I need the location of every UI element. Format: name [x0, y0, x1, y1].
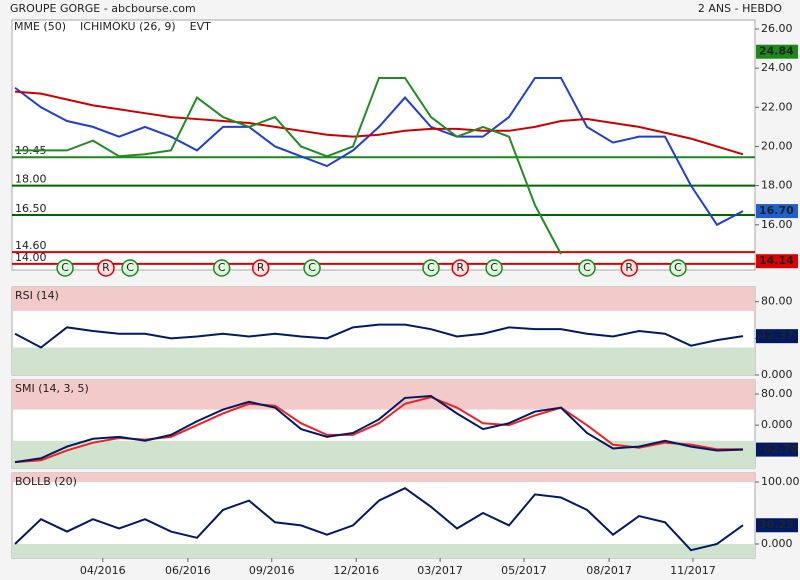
- event-label: R: [102, 261, 110, 274]
- event-label: C: [583, 261, 591, 274]
- value-tag-label: 14.14: [759, 254, 794, 267]
- event-label: R: [257, 261, 265, 274]
- y-tick-label: 80.00: [761, 387, 793, 400]
- legend-entry: MME (50): [14, 20, 66, 33]
- series-line: [14, 487, 744, 552]
- event-label: C: [126, 261, 134, 274]
- zone: [12, 347, 755, 375]
- series-line: [14, 394, 744, 464]
- series-line: [14, 90, 744, 156]
- event-label: R: [625, 261, 633, 274]
- event-label: C: [61, 261, 69, 274]
- chart-subtitle: 2 ANS - HEBDO: [698, 2, 782, 15]
- panel: [11, 472, 756, 559]
- value-tag: [756, 518, 798, 533]
- chart-title: GROUPE GORGE - abcbourse.com: [10, 2, 196, 15]
- panel-title: BOLLB (20): [15, 475, 77, 488]
- zone: [12, 473, 755, 482]
- event-marker: [97, 259, 115, 277]
- value-tag: [756, 254, 798, 269]
- y-tick-label: 0.000: [761, 368, 793, 381]
- event-label: C: [674, 261, 682, 274]
- level-label: 16.50: [15, 202, 47, 215]
- y-tick-label: 20.00: [761, 139, 793, 152]
- x-tick-label: 06/2016: [165, 564, 211, 577]
- panel: [11, 19, 756, 271]
- value-tag: [756, 204, 798, 219]
- value-tag: [756, 44, 798, 59]
- y-tick-label: 16.00: [761, 218, 793, 231]
- zone: [12, 380, 755, 410]
- x-tick-label: 04/2016: [80, 564, 126, 577]
- y-tick-label: 0.000: [761, 418, 793, 431]
- y-tick-label: 24.00: [761, 61, 793, 74]
- x-tick-label: 12/2016: [333, 564, 379, 577]
- event-label: C: [490, 261, 498, 274]
- value-tag-label: 24.84: [759, 45, 794, 58]
- event-marker: [303, 259, 321, 277]
- event-marker: [485, 259, 503, 277]
- zone: [12, 287, 755, 311]
- event-marker: [620, 259, 638, 277]
- x-tick-label: 03/2017: [417, 564, 463, 577]
- level-label: 18.00: [15, 173, 47, 186]
- y-tick-label: 22.00: [761, 100, 793, 113]
- y-tick-label: 100.00: [761, 475, 800, 488]
- x-tick-label: 08/2017: [586, 564, 632, 577]
- zone: [12, 543, 755, 558]
- value-tag-label: 42.37: [759, 329, 794, 342]
- x-tick-label: 09/2016: [249, 564, 295, 577]
- value-tag-label: -62.70: [759, 443, 799, 456]
- event-marker: [422, 259, 440, 277]
- y-tick-label: 18.00: [761, 179, 793, 192]
- legend-entry: EVT: [190, 20, 211, 33]
- event-marker: [121, 259, 139, 277]
- zone: [12, 440, 755, 468]
- value-tag-label: 16.70: [759, 204, 794, 217]
- event-label: C: [427, 261, 435, 274]
- series-line: [14, 76, 744, 227]
- y-tick-label: 0.000: [761, 537, 793, 550]
- event-label: C: [308, 261, 316, 274]
- event-marker: [669, 259, 687, 277]
- event-marker: [56, 259, 74, 277]
- panel-title: SMI (14, 3, 5): [15, 382, 89, 395]
- y-tick-label: 26.00: [761, 22, 793, 35]
- series-line: [15, 76, 562, 255]
- event-marker: [451, 259, 469, 277]
- value-tag-label: 30.23: [759, 518, 794, 531]
- y-tick-label: 80.00: [761, 295, 793, 308]
- level-label: 14.00: [15, 251, 47, 264]
- panel-title: RSI (14): [15, 289, 59, 302]
- event-label: R: [456, 261, 464, 274]
- value-tag: [756, 329, 798, 344]
- x-tick-label: 05/2017: [501, 564, 547, 577]
- event-label: C: [218, 261, 226, 274]
- event-marker: [578, 259, 596, 277]
- series-line: [14, 323, 744, 349]
- legend-entry: ICHIMOKU (26, 9): [80, 20, 176, 33]
- x-tick-label: 11/2017: [670, 564, 716, 577]
- event-marker: [251, 259, 270, 277]
- event-marker: [212, 259, 231, 277]
- level-label: 14.60: [15, 239, 47, 252]
- value-tag: [756, 442, 798, 457]
